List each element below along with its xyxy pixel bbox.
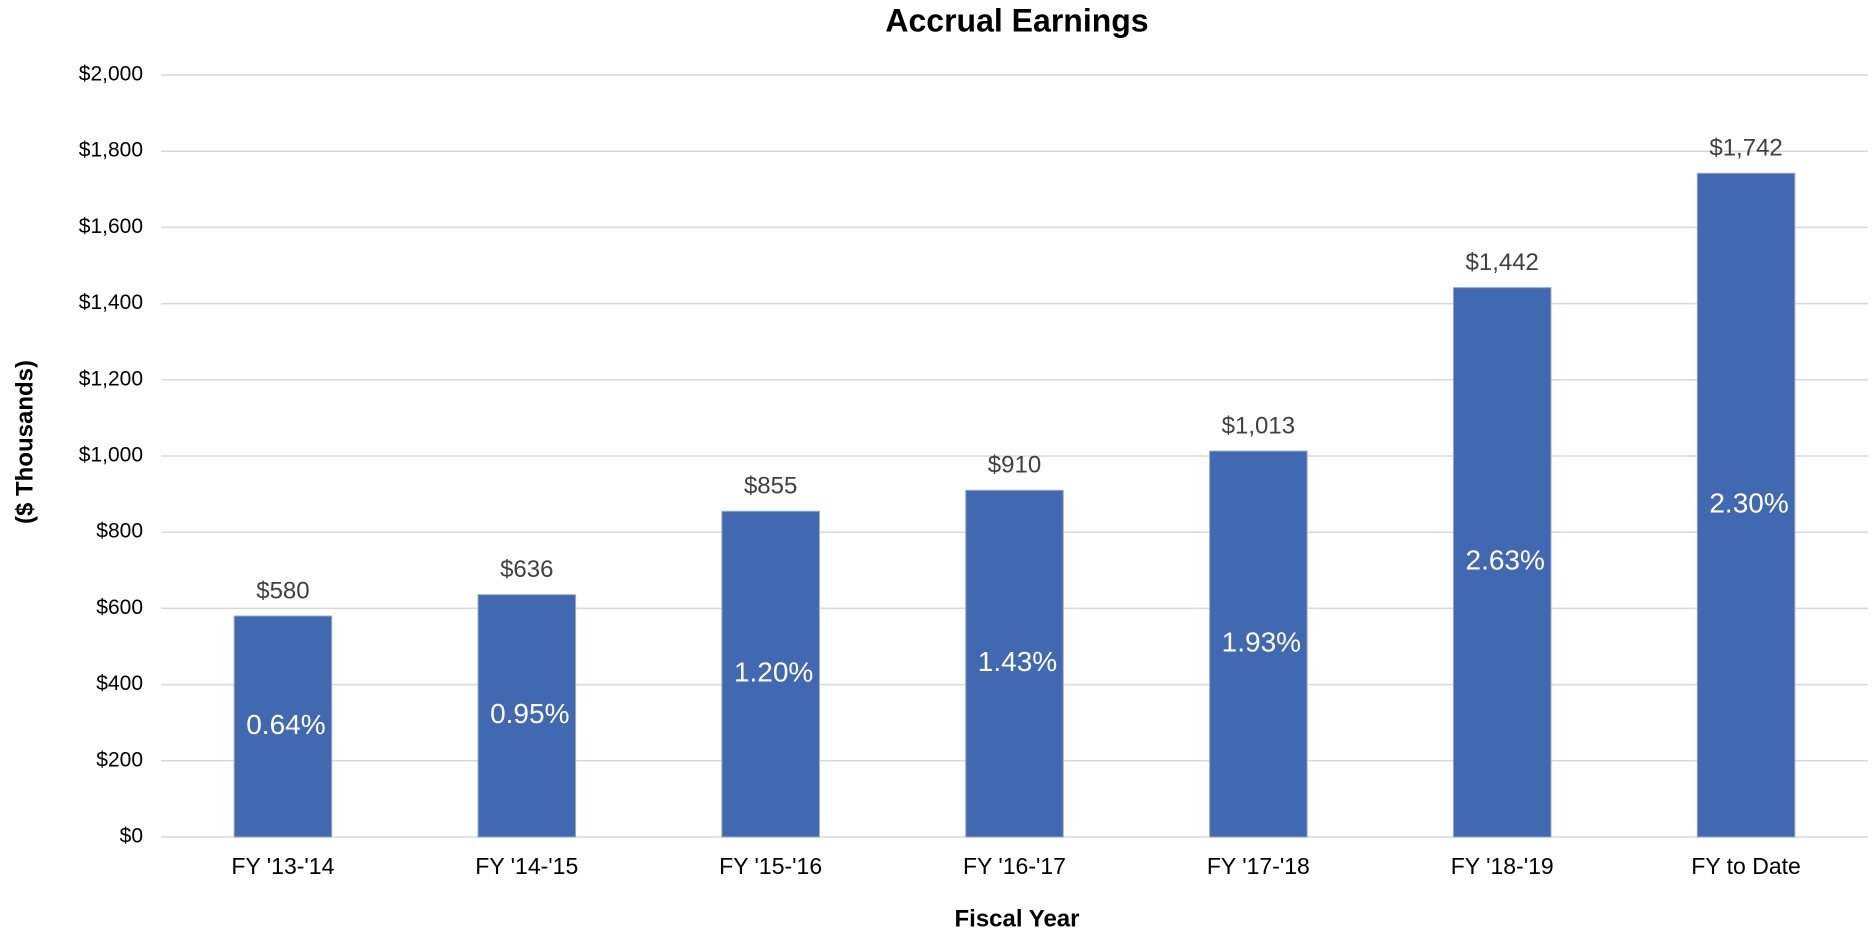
value-label: $1,013 [1222, 412, 1295, 439]
bar [1696, 172, 1796, 838]
value-label: $855 [744, 473, 797, 500]
value-label: $1,442 [1466, 249, 1539, 276]
x-axis-title: Fiscal Year [955, 905, 1080, 932]
bar [1209, 450, 1308, 838]
x-tick-label: FY to Date [1691, 853, 1801, 879]
rate-label: 2.30% [1709, 488, 1788, 519]
value-label: $1,742 [1709, 135, 1782, 162]
x-tick-label: FY '13-'14 [231, 853, 334, 879]
x-tick-label: FY '17-'18 [1207, 853, 1310, 879]
y-tick-label: $1,000 [79, 444, 143, 467]
y-tick-label: $1,400 [79, 291, 143, 314]
x-tick-label: FY '15-'16 [719, 853, 822, 879]
bar [965, 489, 1064, 838]
rate-label: 1.20% [734, 657, 813, 688]
rate-label: 0.64% [246, 709, 325, 740]
x-tick-label: FY '14-'15 [475, 853, 578, 879]
bar [233, 615, 333, 838]
y-tick-label: $1,800 [79, 139, 143, 162]
y-tick-label: $400 [96, 672, 143, 695]
bar [477, 594, 577, 838]
rate-label: 0.95% [490, 698, 569, 729]
y-tick-label: $1,600 [79, 215, 143, 238]
y-tick-label: $800 [96, 520, 143, 543]
value-label: $910 [988, 452, 1041, 479]
x-tick-label: FY '16-'17 [963, 853, 1066, 879]
rate-label: 1.43% [978, 646, 1057, 677]
rate-label: 1.93% [1222, 626, 1301, 657]
value-label: $636 [500, 556, 553, 583]
chart-title: Accrual Earnings [885, 2, 1148, 38]
bar [1452, 287, 1552, 838]
rate-label: 2.63% [1466, 545, 1545, 576]
y-axis-title: ($ Thousands) [11, 360, 38, 524]
y-tick-label: $600 [96, 596, 143, 619]
value-label: $580 [256, 577, 309, 604]
y-tick-label: $1,200 [79, 367, 143, 390]
y-tick-label: $200 [96, 748, 143, 771]
x-tick-label: FY '18-'19 [1451, 853, 1554, 879]
bar [721, 510, 820, 838]
y-tick-label: $0 [120, 825, 143, 848]
y-tick-label: $2,000 [79, 63, 143, 86]
